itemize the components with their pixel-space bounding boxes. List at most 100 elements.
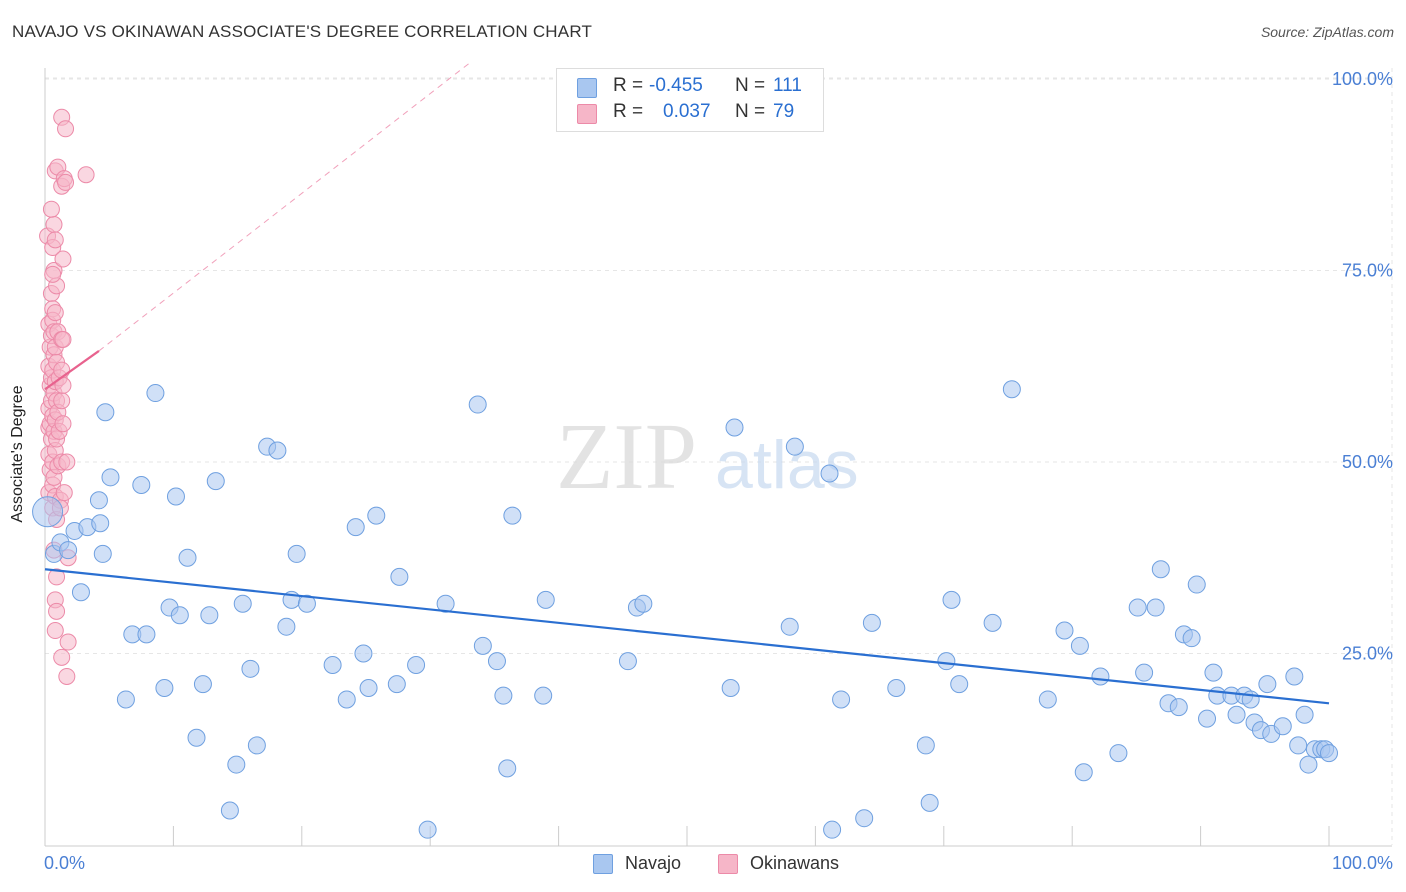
y-tick-label: 25.0% [1342, 644, 1393, 664]
navajo-point [89, 491, 108, 510]
navajo-point [494, 686, 513, 705]
x-tick-label-min: 0.0% [44, 853, 85, 873]
navajo-point [536, 590, 555, 609]
navajo-point [1074, 763, 1093, 782]
navajo-point [1187, 575, 1206, 594]
navajo-point [354, 644, 373, 663]
watermark-atlas: atlas [715, 427, 859, 503]
okinawan-point [57, 173, 75, 191]
okinawan-point [55, 484, 73, 502]
navajo-n-value: 111 [773, 75, 802, 96]
legend-n-label: N = [735, 101, 766, 122]
navajo-point [1273, 717, 1292, 736]
navajo-point [178, 548, 197, 567]
navajo-point [503, 506, 522, 525]
navajo-point [71, 583, 90, 602]
navajo-point [132, 475, 151, 494]
okinawan-point [58, 667, 76, 685]
navajo-point [937, 652, 956, 671]
navajo-point [862, 613, 881, 632]
navajo-point [390, 567, 409, 586]
okinawan-point [77, 166, 95, 184]
okinawan-legend-label: Okinawans [750, 853, 840, 873]
navajo-point [1135, 663, 1154, 682]
navajo-point [277, 617, 296, 636]
navajo-point [1109, 744, 1128, 763]
navajo-point [193, 675, 212, 694]
navajo-point [1182, 629, 1201, 648]
navajo-point [1002, 380, 1021, 399]
navajo-point [200, 606, 219, 625]
navajo-point [418, 820, 437, 839]
navajo-point [780, 617, 799, 636]
navajo-point [1055, 621, 1074, 640]
navajo-point [220, 801, 239, 820]
navajo-point [206, 472, 225, 491]
navajo-point [155, 678, 174, 697]
navajo-point [950, 675, 969, 694]
trend-lines [44, 63, 1330, 705]
navajo-point [91, 514, 110, 533]
navajo-point [1204, 663, 1223, 682]
navajo-point [618, 652, 637, 671]
correlation-legend: R = -0.455 N = 111 R = 0.037 N = 79 [556, 68, 824, 132]
legend-n-label: N = [735, 75, 766, 96]
navajo-point [473, 636, 492, 655]
tick-labels: 25.0% 50.0% 75.0% 100.0% 0.0% 100.0% [44, 69, 1393, 873]
y-tick-label: 50.0% [1342, 452, 1393, 472]
navajo-point [832, 690, 851, 709]
navajo-point [1295, 705, 1314, 724]
navajo-point [1038, 690, 1057, 709]
navajo-point [137, 625, 156, 644]
navajo-point [855, 809, 874, 828]
navajo-point [407, 655, 426, 674]
navajo-point [436, 594, 455, 613]
watermark: ZIP atlas [556, 405, 859, 509]
gridlines [45, 68, 1393, 845]
okinawan-point [46, 622, 64, 640]
navajo-point [337, 690, 356, 709]
navajo-point [1146, 598, 1165, 617]
y-tick-label: 100.0% [1332, 69, 1393, 89]
y-tick-label: 75.0% [1342, 261, 1393, 281]
navajo-point [233, 594, 252, 613]
navajo-point [721, 678, 740, 697]
okinawan-point [53, 648, 71, 666]
okinawan-point [48, 602, 66, 620]
navajo-point [916, 736, 935, 755]
navajo-point [367, 506, 386, 525]
okinawan-point [54, 250, 72, 268]
okinawan-swatch [718, 854, 738, 874]
navajo-point [820, 464, 839, 483]
okinawan-point [44, 265, 62, 283]
okinawan-n-value: 79 [773, 101, 795, 122]
legend-r-label: R = [613, 101, 644, 122]
okinawan-point [54, 415, 72, 433]
okinawan-point [57, 120, 75, 138]
navajo-point [323, 655, 342, 674]
navajo-point [59, 541, 78, 560]
okinawan-trend-extension [98, 63, 470, 352]
okinawan-point [46, 231, 64, 249]
okinawan-point [45, 216, 63, 234]
watermark-zip: ZIP [556, 405, 697, 509]
navajo-trend-line [44, 568, 1330, 705]
okinawan-r-value: 0.037 [663, 101, 711, 122]
okinawan-trend-line [44, 350, 100, 391]
navajo-point [487, 652, 506, 671]
navajo-point [170, 606, 189, 625]
navajo-point [823, 820, 842, 839]
legend-r-label: R = [613, 75, 644, 96]
navajo-legend-label: Navajo [625, 853, 682, 873]
navajo-point [146, 384, 165, 403]
source-label: Source: ZipAtlas.com [1260, 24, 1394, 40]
navajo-point [96, 403, 115, 422]
okinawan-swatch [577, 104, 597, 124]
navajo-point [1128, 598, 1147, 617]
navajo-point [1091, 667, 1110, 686]
okinawan-point [48, 568, 66, 586]
navajo-point [1070, 636, 1089, 655]
navajo-point [241, 659, 260, 678]
navajo-point [468, 395, 487, 414]
okinawan-point [46, 304, 64, 322]
